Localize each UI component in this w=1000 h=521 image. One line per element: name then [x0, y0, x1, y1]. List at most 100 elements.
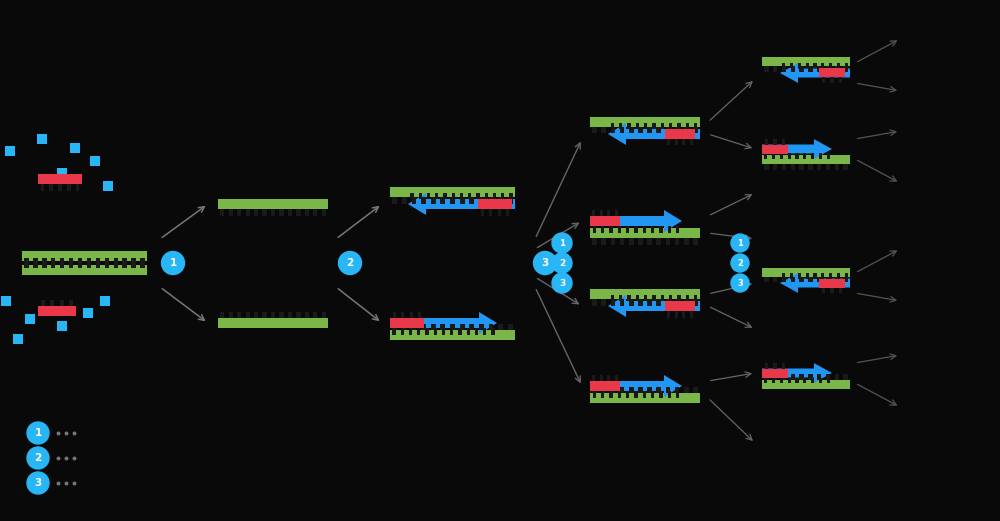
- Bar: [24, 258, 29, 265]
- Bar: [772, 378, 775, 383]
- Text: 3: 3: [737, 279, 743, 288]
- Bar: [460, 192, 463, 199]
- Bar: [773, 374, 777, 379]
- Bar: [33, 258, 38, 265]
- Bar: [651, 391, 654, 398]
- Bar: [498, 197, 503, 204]
- Bar: [817, 165, 821, 170]
- Bar: [409, 328, 412, 334]
- Bar: [246, 312, 250, 318]
- Bar: [440, 197, 445, 204]
- Bar: [51, 261, 55, 268]
- Bar: [620, 299, 624, 305]
- Bar: [656, 238, 661, 244]
- Bar: [791, 67, 795, 72]
- Bar: [682, 311, 685, 317]
- Bar: [279, 312, 284, 318]
- Bar: [33, 261, 38, 268]
- Bar: [636, 294, 639, 301]
- Bar: [826, 277, 830, 282]
- Bar: [592, 375, 595, 381]
- Bar: [402, 324, 407, 330]
- Bar: [813, 273, 817, 279]
- Bar: [590, 216, 620, 226]
- Bar: [401, 328, 404, 334]
- Bar: [684, 299, 689, 305]
- Bar: [845, 273, 848, 279]
- Bar: [508, 197, 513, 204]
- Bar: [675, 139, 678, 145]
- Bar: [140, 261, 145, 268]
- Bar: [819, 279, 845, 288]
- FancyArrow shape: [608, 295, 700, 317]
- Bar: [434, 328, 437, 334]
- Bar: [41, 300, 45, 306]
- Circle shape: [552, 253, 572, 273]
- Bar: [675, 127, 679, 133]
- Bar: [493, 192, 496, 199]
- Bar: [666, 238, 670, 244]
- Bar: [390, 330, 515, 340]
- Bar: [392, 328, 396, 334]
- Bar: [773, 139, 777, 144]
- Bar: [644, 294, 647, 301]
- Bar: [782, 63, 785, 68]
- Bar: [131, 261, 136, 268]
- Bar: [835, 67, 839, 72]
- Bar: [817, 277, 821, 282]
- Bar: [601, 238, 606, 244]
- Bar: [826, 165, 830, 170]
- Bar: [105, 261, 109, 268]
- Bar: [629, 238, 634, 244]
- Bar: [837, 273, 840, 279]
- Bar: [795, 154, 799, 159]
- Bar: [620, 127, 624, 133]
- Bar: [647, 127, 652, 133]
- Bar: [652, 122, 656, 129]
- Circle shape: [534, 252, 556, 275]
- Bar: [38, 306, 76, 316]
- Bar: [96, 258, 100, 265]
- Bar: [593, 391, 596, 398]
- Bar: [615, 209, 618, 216]
- Bar: [468, 192, 471, 199]
- Bar: [819, 68, 845, 78]
- Bar: [592, 238, 597, 244]
- Bar: [819, 378, 822, 383]
- Bar: [229, 209, 233, 216]
- Bar: [830, 78, 834, 83]
- Bar: [478, 199, 512, 209]
- Bar: [827, 154, 830, 159]
- Bar: [694, 122, 697, 129]
- Bar: [762, 368, 788, 378]
- Bar: [762, 155, 850, 165]
- Bar: [607, 375, 610, 381]
- Bar: [811, 154, 814, 159]
- Circle shape: [27, 472, 49, 494]
- Bar: [609, 391, 613, 398]
- Bar: [791, 165, 795, 170]
- Bar: [821, 63, 824, 68]
- Bar: [609, 226, 613, 232]
- Bar: [392, 197, 397, 204]
- Bar: [665, 301, 695, 311]
- Bar: [611, 294, 614, 301]
- Bar: [647, 238, 652, 244]
- Bar: [489, 324, 493, 330]
- Bar: [114, 261, 118, 268]
- FancyArrow shape: [390, 312, 497, 334]
- Bar: [845, 63, 848, 68]
- Bar: [600, 375, 603, 381]
- Bar: [629, 387, 634, 393]
- Bar: [96, 261, 100, 268]
- Bar: [634, 226, 638, 232]
- Bar: [271, 312, 275, 318]
- Bar: [67, 184, 71, 191]
- Bar: [611, 122, 614, 129]
- Bar: [656, 387, 661, 393]
- Bar: [780, 154, 783, 159]
- Bar: [498, 209, 501, 216]
- Bar: [629, 299, 634, 305]
- Circle shape: [731, 254, 749, 272]
- Bar: [611, 299, 615, 305]
